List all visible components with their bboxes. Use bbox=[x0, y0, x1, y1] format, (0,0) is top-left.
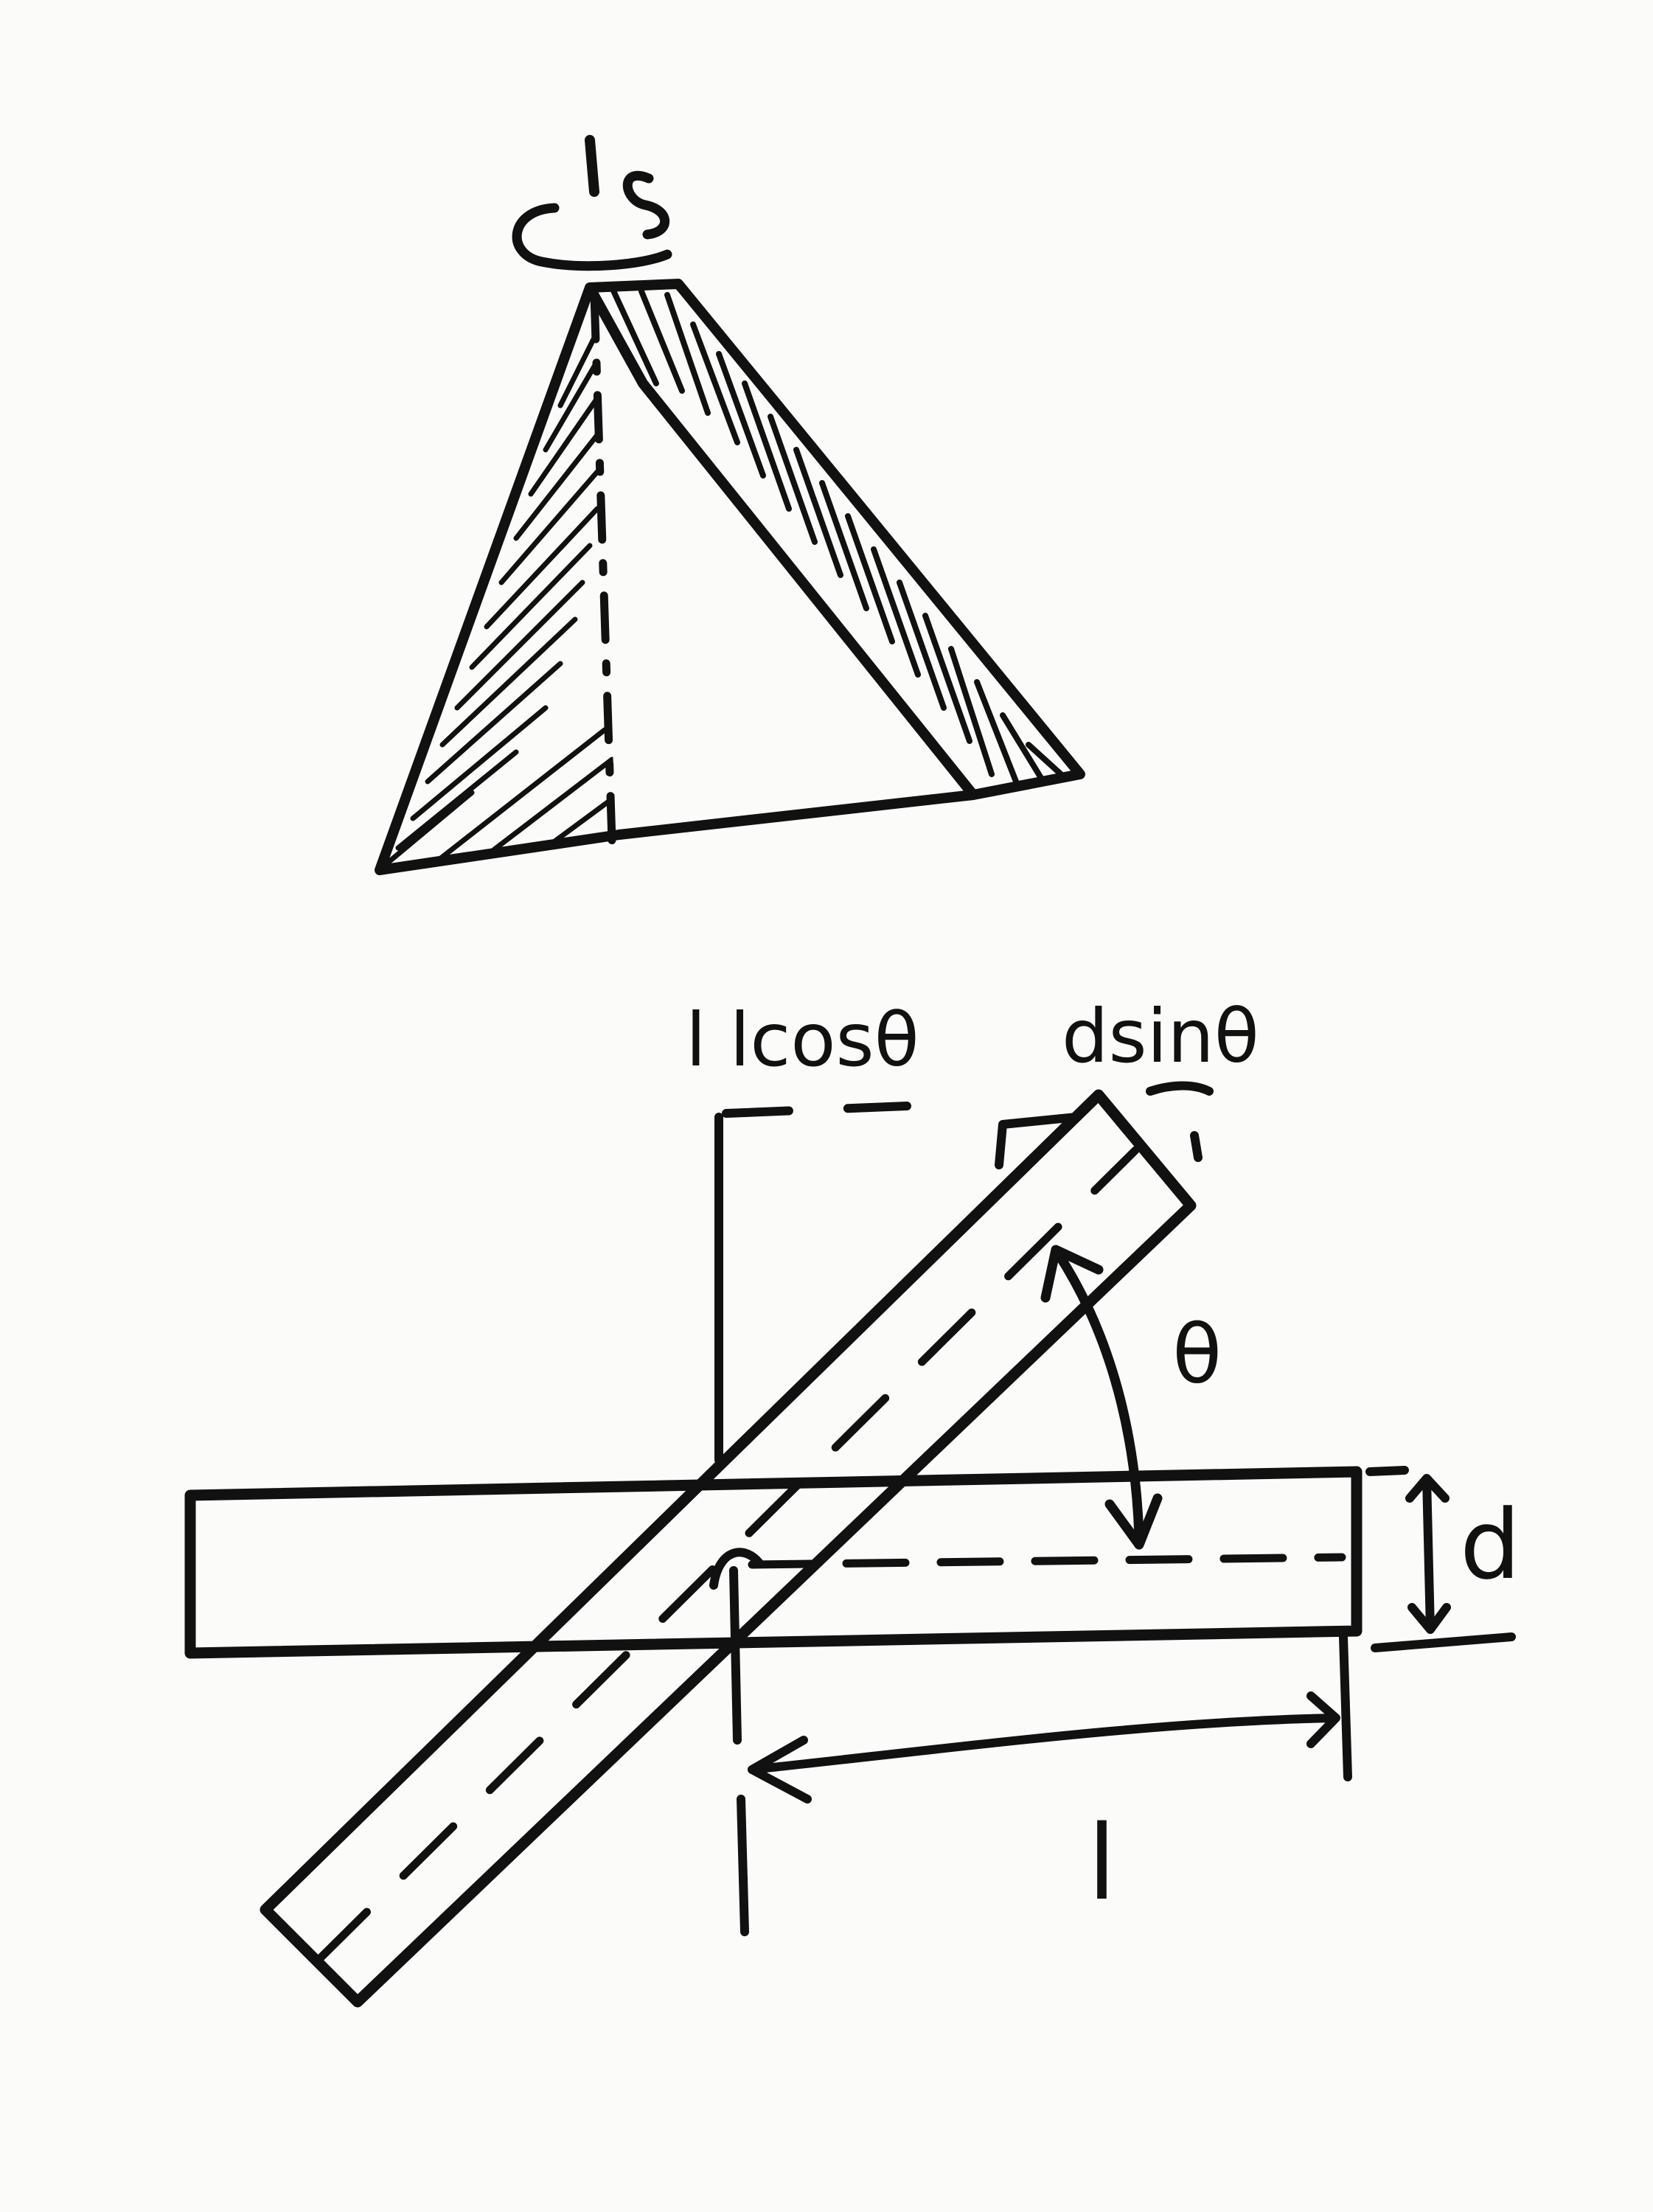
angle-arrowhead-top bbox=[1040, 1245, 1104, 1303]
thickness-extension-top bbox=[1365, 1466, 1409, 1476]
rotation-axis-dashed bbox=[590, 291, 616, 845]
thickness-dimension-arrow bbox=[1405, 1474, 1451, 1634]
junction-tick bbox=[709, 1548, 764, 1590]
label-thickness: d bbox=[1460, 1489, 1521, 1601]
label-angle: θ bbox=[1172, 1307, 1222, 1402]
rotation-arrow-icon bbox=[512, 170, 672, 271]
right-face-hatching bbox=[609, 285, 1072, 788]
length-extension-left bbox=[729, 1566, 749, 1936]
thickness-extension-bottom bbox=[1371, 1632, 1516, 1652]
projection-guide-right bbox=[1146, 1081, 1214, 1162]
length-extension-right bbox=[1339, 1632, 1352, 1781]
projection-guide-box bbox=[995, 1113, 1081, 1169]
label-vertical-projection: dsinθ bbox=[1062, 993, 1259, 1079]
triangle-outline bbox=[375, 279, 1085, 875]
horizontal-plate bbox=[184, 1466, 1363, 1659]
rotation-axis-top bbox=[585, 135, 599, 197]
left-face-hatching bbox=[380, 329, 616, 869]
plates-figure: l lcosθ dsinθ θ d l bbox=[184, 993, 1521, 2008]
tilted-plate bbox=[260, 1089, 1197, 2008]
label-length: l bbox=[1088, 1804, 1116, 1924]
rotation-figure bbox=[375, 135, 1085, 875]
length-dimension-arrow bbox=[748, 1691, 1340, 1804]
projection-guide-top bbox=[722, 1102, 911, 1118]
angle-arc bbox=[1053, 1248, 1144, 1543]
horizontal-plate-centerline bbox=[748, 1553, 1346, 1569]
angle-arrowhead-bottom bbox=[1104, 1493, 1163, 1550]
tilted-plate-centerline bbox=[313, 1146, 1140, 1966]
label-horizontal-projection: l lcosθ bbox=[686, 997, 919, 1083]
